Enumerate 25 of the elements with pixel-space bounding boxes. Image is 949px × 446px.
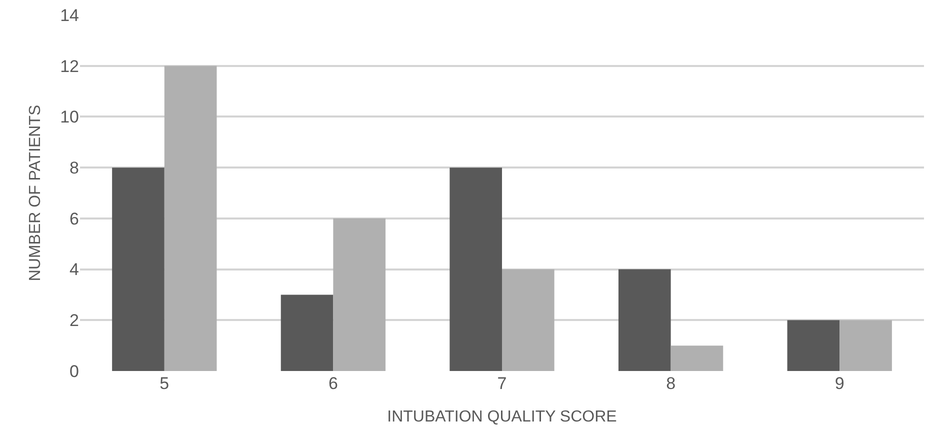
y-tick-label: 4 xyxy=(70,260,79,280)
y-tick-label: 6 xyxy=(70,209,79,228)
y-axis-title: NUMBER OF PATIENTS xyxy=(26,104,44,282)
bar xyxy=(670,346,724,371)
x-tick-label: 5 xyxy=(160,374,170,393)
x-tick-label: 9 xyxy=(834,374,844,393)
bar xyxy=(840,320,892,371)
bar xyxy=(164,66,217,371)
bar xyxy=(787,320,840,371)
y-tick-label: 10 xyxy=(60,108,79,127)
x-axis-title: INTUBATION QUALITY SCORE xyxy=(387,408,617,426)
bar xyxy=(280,294,334,371)
y-tick-label: 0 xyxy=(70,362,79,381)
y-tick-label: 8 xyxy=(70,158,79,178)
x-tick-label: 8 xyxy=(666,374,676,393)
y-tick-label: 14 xyxy=(60,6,79,25)
y-tick-label: 2 xyxy=(70,311,79,330)
bar xyxy=(333,218,386,371)
bar xyxy=(618,269,671,371)
bar xyxy=(450,168,502,371)
y-tick-label: 12 xyxy=(60,56,79,76)
bar xyxy=(112,168,164,371)
x-tick-label: 7 xyxy=(497,374,507,393)
bar xyxy=(502,269,554,371)
x-tick-label: 6 xyxy=(328,374,338,393)
